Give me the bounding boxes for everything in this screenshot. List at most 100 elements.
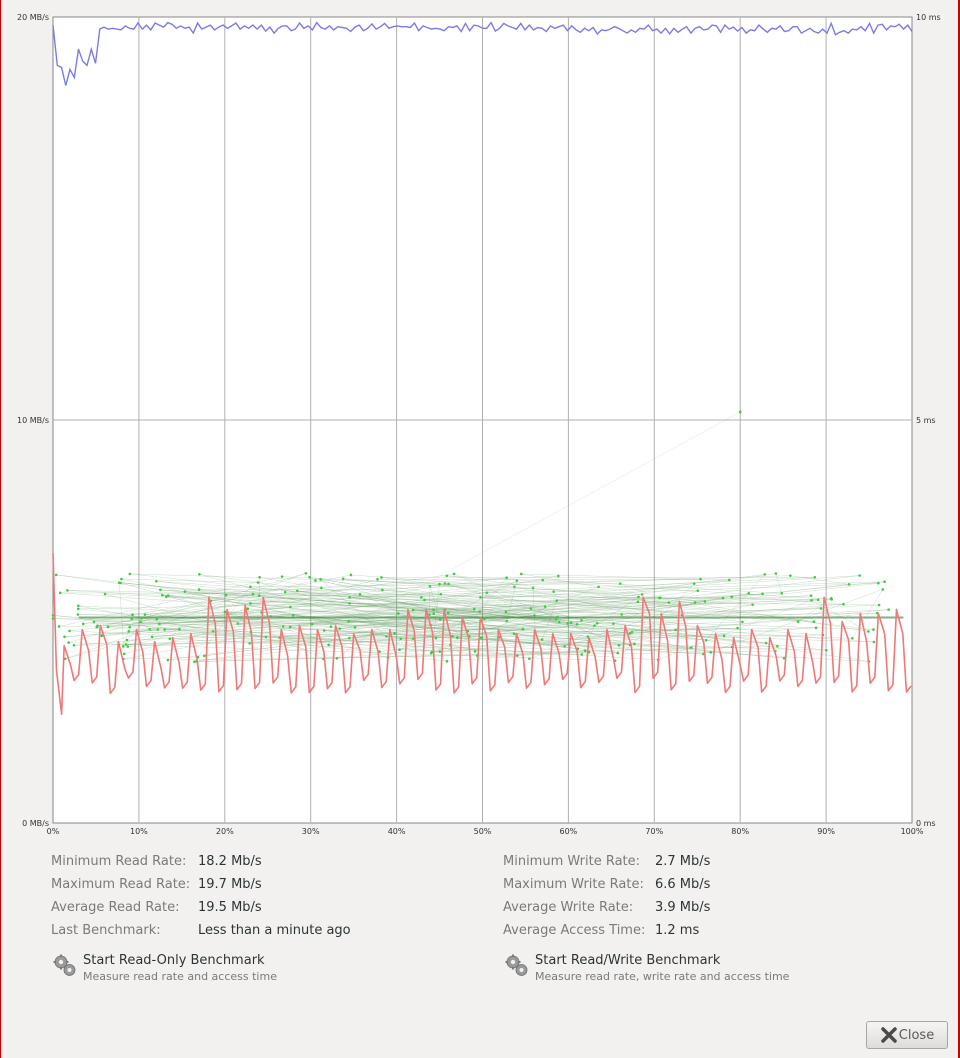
access-time-point xyxy=(130,617,133,621)
window-border-right xyxy=(958,0,960,1058)
close-label: Close xyxy=(898,1027,935,1043)
access-time-point xyxy=(291,613,295,617)
benchmark-chart: 0% 10% 20% 30% 40% 50% 60% 70% 80% 90% 100% 0 MB/s 1… xyxy=(17,13,941,836)
start-readwrite-benchmark-button[interactable]: Start Read/Write Benchmark Measure read … xyxy=(505,953,789,984)
access-time-point xyxy=(789,574,792,577)
access-time-point xyxy=(438,618,442,621)
access-time-point xyxy=(420,596,423,599)
access-time-point xyxy=(121,645,125,648)
access-time-point xyxy=(730,595,734,599)
access-time-point xyxy=(872,628,875,631)
access-time-point xyxy=(428,613,431,616)
y-left-tick-label: 20 MB/s xyxy=(17,13,49,22)
access-time-point xyxy=(447,582,450,586)
y-right-tick-label: 10 ms xyxy=(916,13,941,22)
access-time-point xyxy=(183,590,187,593)
x-tick-label: 20% xyxy=(216,827,234,836)
access-time-point xyxy=(319,578,322,581)
access-time-point xyxy=(95,625,99,629)
access-time-point xyxy=(127,630,131,633)
x-tick-label: 60% xyxy=(560,827,578,836)
access-time-point xyxy=(554,618,558,621)
access-time-point xyxy=(674,628,677,632)
access-time-point xyxy=(727,578,731,582)
access-time-point xyxy=(816,598,820,602)
access-time-point xyxy=(445,659,449,663)
access-time-point xyxy=(155,617,159,621)
access-time-point xyxy=(76,607,80,611)
last-benchmark-label: Last Benchmark: xyxy=(51,923,161,938)
access-time-point xyxy=(446,611,450,615)
access-time-point xyxy=(376,578,379,581)
access-time-point xyxy=(637,595,640,599)
access-time-point xyxy=(150,635,154,639)
access-time-point xyxy=(249,602,252,605)
access-time-point xyxy=(54,573,58,577)
access-time-point xyxy=(308,575,311,579)
access-time-point xyxy=(51,617,55,620)
y-right-tick-label: 5 ms xyxy=(916,416,936,425)
access-time-point xyxy=(269,615,273,618)
access-time-point xyxy=(563,645,566,648)
access-time-point xyxy=(161,593,164,597)
access-time-point xyxy=(398,648,401,652)
access-time-point xyxy=(580,653,584,656)
access-time-point xyxy=(620,613,623,616)
access-time-point xyxy=(166,658,170,662)
access-time-point xyxy=(249,585,252,589)
access-time-point xyxy=(819,607,823,610)
access-time-point xyxy=(72,643,76,647)
close-button[interactable]: Close xyxy=(866,1021,948,1049)
access-time-point xyxy=(485,591,489,594)
access-time-point xyxy=(92,620,96,624)
access-time-point xyxy=(322,629,326,632)
access-time-point xyxy=(529,607,533,610)
access-time-point xyxy=(483,617,486,621)
read-rate-line xyxy=(52,21,913,86)
access-time-point xyxy=(887,608,890,611)
readwrite-benchmark-title: Start Read/Write Benchmark xyxy=(535,953,721,968)
access-time-point xyxy=(143,613,147,616)
access-time-point xyxy=(575,623,579,626)
access-time-point xyxy=(667,601,671,604)
start-readonly-benchmark-button[interactable]: Start Read-Only Benchmark Measure read r… xyxy=(53,953,277,984)
access-time-point xyxy=(847,583,851,586)
access-time-point xyxy=(168,637,172,641)
x-tick-label: 70% xyxy=(645,827,663,836)
access-time-point xyxy=(430,650,434,654)
max-read-value: 19.7 Mb/s xyxy=(198,877,262,892)
close-x-icon xyxy=(881,1027,897,1043)
access-time-point xyxy=(597,585,600,589)
access-time-point xyxy=(380,576,383,579)
access-time-point xyxy=(77,604,80,608)
access-time-point xyxy=(248,641,252,645)
access-time-point xyxy=(636,600,640,604)
access-time-point xyxy=(452,572,456,576)
x-tick-label: 90% xyxy=(817,827,835,836)
access-time-point xyxy=(106,625,110,629)
access-time-point xyxy=(693,601,697,604)
access-time-point xyxy=(472,607,476,611)
access-time-point xyxy=(288,625,292,629)
access-time-point xyxy=(741,620,744,624)
min-read-value: 18.2 Mb/s xyxy=(198,854,262,869)
access-time-point xyxy=(505,576,508,579)
avg-write-label: Average Write Rate: xyxy=(503,900,634,915)
access-time-point xyxy=(583,649,587,652)
access-time-point xyxy=(699,577,702,581)
access-time-point xyxy=(566,622,570,625)
x-tick-label: 50% xyxy=(474,827,492,836)
access-time-point xyxy=(628,632,632,635)
access-time-point xyxy=(512,632,516,635)
access-time-point xyxy=(709,650,713,654)
readonly-benchmark-subtitle: Measure read rate and access time xyxy=(83,970,277,983)
access-time-point xyxy=(63,635,66,639)
access-time-point xyxy=(813,576,817,579)
access-time-point xyxy=(246,607,250,611)
access-time-point xyxy=(881,588,885,591)
y-left-tick-label: 0 MB/s xyxy=(22,819,49,828)
access-time-point xyxy=(281,625,285,628)
access-time-point xyxy=(63,657,67,661)
access-time-point xyxy=(124,643,128,646)
access-time-point xyxy=(258,575,261,579)
